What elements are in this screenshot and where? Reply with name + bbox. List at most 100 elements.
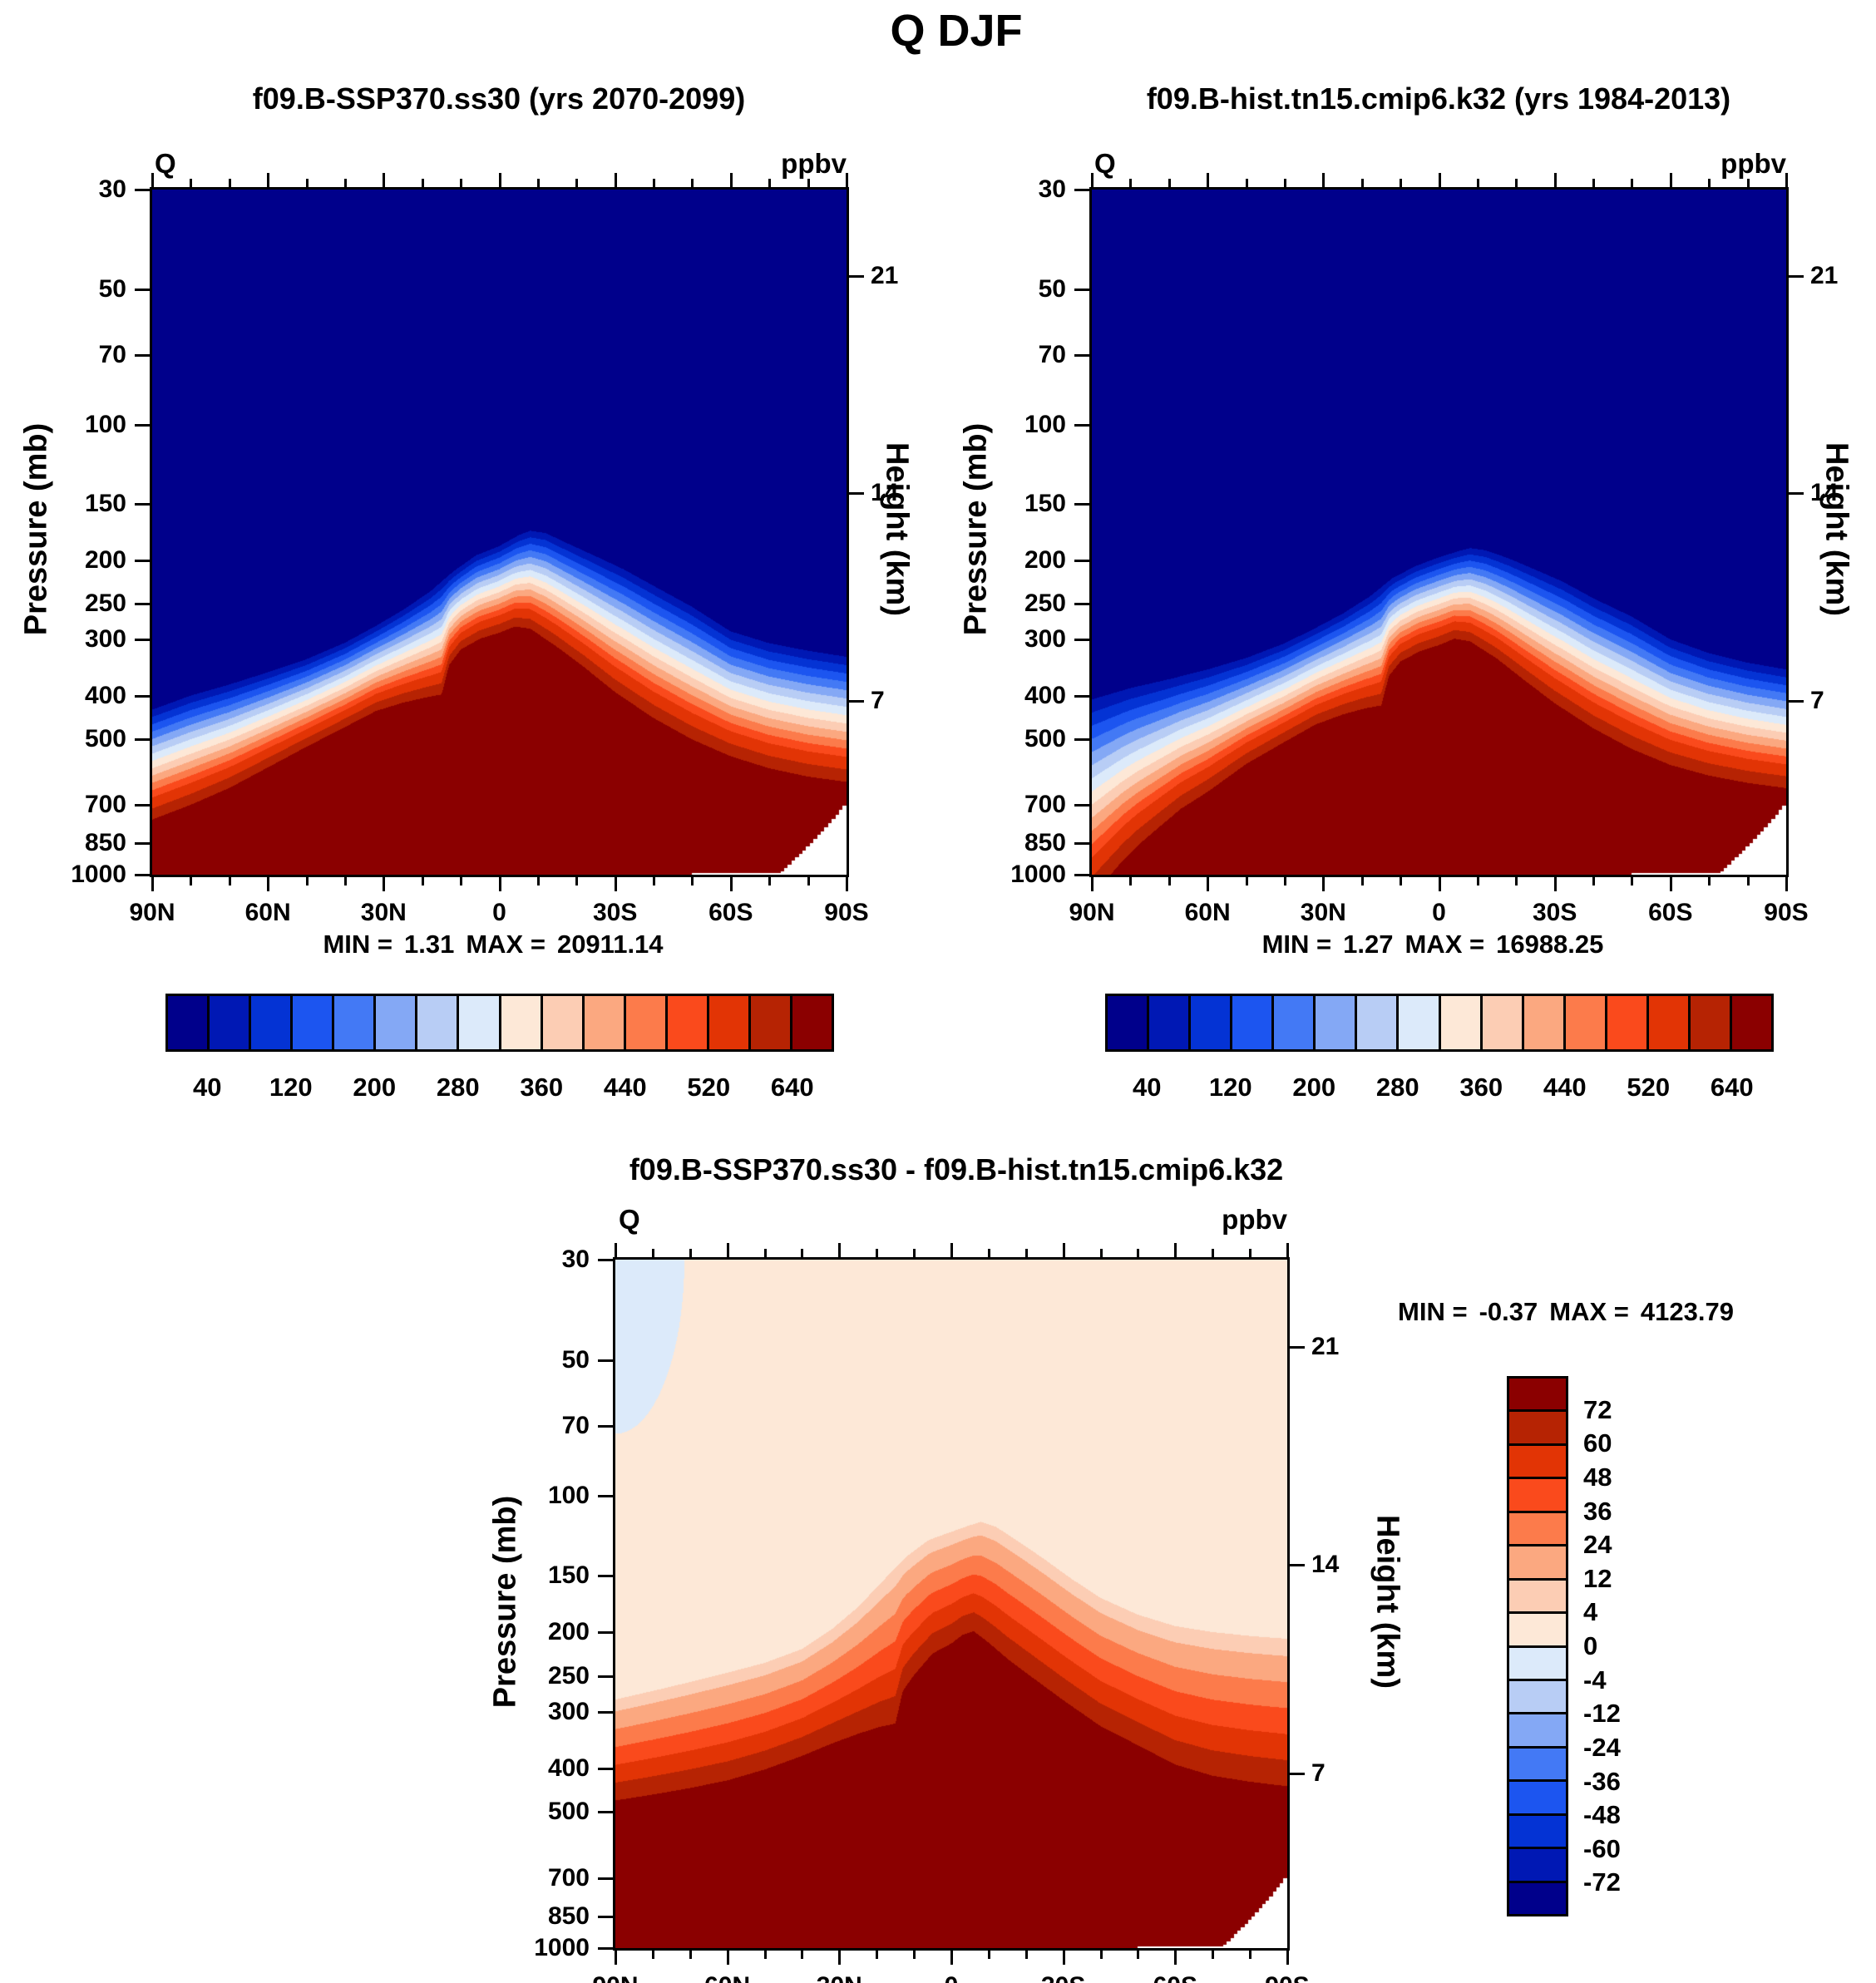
- lat-tick-label: 30S: [592, 899, 638, 926]
- colorbar-segment: [1509, 1614, 1566, 1648]
- lat-tick-major: [1785, 877, 1788, 891]
- pressure-tick: [598, 1916, 613, 1918]
- lat-tick-major: [1091, 877, 1094, 891]
- lat-tick-minor: [344, 877, 347, 885]
- lat-tick-major: [1091, 173, 1094, 187]
- lat-tick-minor: [1025, 1249, 1028, 1257]
- colorbar-segment: [1509, 1680, 1566, 1715]
- colorbar-tick-label: 280: [436, 1073, 480, 1102]
- colorbar-ssp370: [165, 994, 834, 1052]
- figure-title: Q DJF: [890, 6, 1023, 56]
- pressure-tick-label: 100: [547, 1482, 590, 1509]
- pressure-tick: [135, 189, 150, 191]
- colorbar-tick-label: 360: [1459, 1073, 1503, 1102]
- lat-tick-major: [1554, 173, 1557, 187]
- lat-tick-minor: [422, 877, 424, 885]
- lat-tick-minor: [1212, 1249, 1214, 1257]
- colorbar-segment: [210, 996, 252, 1049]
- colorbar-tick-label: -12: [1583, 1699, 1621, 1729]
- colorbar-tick-label: 48: [1583, 1462, 1612, 1492]
- colorbar-segment: [1565, 996, 1607, 1049]
- pressure-tick-label: 30: [98, 175, 126, 203]
- lat-tick-label: 60S: [708, 899, 753, 926]
- colorbar-segment: [1509, 1479, 1566, 1513]
- lat-tick-major: [267, 173, 269, 187]
- pressure-tick-label: 30: [561, 1246, 590, 1273]
- colorbar-segment: [1509, 1445, 1566, 1480]
- colorbar-segment: [792, 996, 832, 1049]
- lat-tick-minor: [229, 877, 231, 885]
- minmax-ssp370: MIN = 1.31 MAX = 20911.14: [208, 930, 790, 959]
- colorbar-tick-label: 24: [1583, 1530, 1612, 1560]
- colorbar-segment: [459, 996, 501, 1049]
- lat-tick-minor: [1592, 179, 1595, 187]
- pressure-tick-label: 50: [1038, 275, 1066, 303]
- lat-tick-major: [1439, 173, 1441, 187]
- pressure-tick: [135, 874, 150, 876]
- pressure-tick: [598, 1947, 613, 1950]
- colorbar-segment: [1316, 996, 1358, 1049]
- lat-tick-minor: [575, 877, 578, 885]
- pressure-tick-label: 250: [1024, 589, 1066, 617]
- colorbar-tick-label: 12: [1583, 1563, 1612, 1593]
- colorbar-segment: [1482, 996, 1524, 1049]
- lat-tick-major: [1174, 1243, 1177, 1257]
- lat-tick-minor: [1249, 1249, 1251, 1257]
- lat-tick-label: 90N: [1069, 899, 1115, 926]
- colorbar-tick-label: 640: [770, 1073, 814, 1102]
- pressure-tick: [1074, 804, 1089, 807]
- min-value: -0.37: [1479, 1297, 1538, 1326]
- lat-tick-minor: [653, 179, 655, 187]
- lat-tick-major: [383, 877, 385, 891]
- height-tick: [1789, 700, 1804, 703]
- colorbar-tick-label: -4: [1583, 1665, 1607, 1694]
- colorbar-hist: [1105, 994, 1774, 1052]
- lat-tick-minor: [1747, 877, 1750, 885]
- lat-tick-minor: [652, 1249, 654, 1257]
- lat-tick-label: 30S: [1026, 1972, 1101, 1983]
- pressure-tick-label: 700: [84, 791, 126, 818]
- lat-tick-minor: [1477, 877, 1479, 885]
- colorbar-segment: [501, 996, 543, 1049]
- pressure-tick-label: 500: [1024, 725, 1066, 752]
- units-label-hist: ppbv: [1720, 148, 1786, 179]
- lat-tick-minor: [1400, 877, 1402, 885]
- colorbar-segment: [750, 996, 792, 1049]
- colorbar-tick-label: 40: [1133, 1073, 1162, 1102]
- min-value: 1.31: [404, 930, 455, 959]
- max-value: 4123.79: [1640, 1297, 1734, 1326]
- colorbar-segment: [1523, 996, 1566, 1049]
- lat-tick-minor: [1249, 1951, 1251, 1959]
- colorbar-tick-label: -60: [1583, 1833, 1621, 1863]
- pressure-tick: [598, 1259, 613, 1261]
- lat-tick-label: 60N: [690, 1972, 765, 1983]
- height-tick-label: 14: [1311, 1551, 1340, 1578]
- height-tick-label: 21: [871, 262, 899, 289]
- lat-tick-major: [499, 877, 501, 891]
- colorbar-segment: [1440, 996, 1483, 1049]
- min-label: MIN =: [1398, 1297, 1468, 1326]
- lat-tick-minor: [1747, 179, 1750, 187]
- lat-tick-label: 30N: [802, 1972, 876, 1983]
- height-tick: [1789, 492, 1804, 495]
- lat-tick-minor: [1361, 877, 1364, 885]
- lat-tick-minor: [1708, 877, 1711, 885]
- lat-tick-minor: [422, 179, 424, 187]
- height-axis-title-difference: Height (km): [1370, 1515, 1405, 1689]
- colorbar-segment: [1509, 1412, 1566, 1446]
- units-label-ssp370: ppbv: [781, 148, 847, 179]
- colorbar-difference: [1507, 1376, 1568, 1916]
- lat-tick-minor: [575, 179, 578, 187]
- pressure-tick-label: 300: [84, 625, 126, 653]
- lat-tick-minor: [988, 1951, 990, 1959]
- lat-tick-minor: [1137, 1249, 1139, 1257]
- pressure-tick-label: 250: [547, 1662, 590, 1689]
- lat-tick-major: [1286, 1951, 1289, 1965]
- pressure-tick: [598, 1811, 613, 1813]
- colorbar-tick-label: -36: [1583, 1766, 1621, 1796]
- lat-tick-minor: [1168, 877, 1171, 885]
- colorbar-segment: [1274, 996, 1316, 1049]
- lat-tick-minor: [306, 877, 309, 885]
- lat-tick-label: 90S: [1250, 1972, 1325, 1983]
- colorbar-tick-label: -48: [1583, 1800, 1621, 1830]
